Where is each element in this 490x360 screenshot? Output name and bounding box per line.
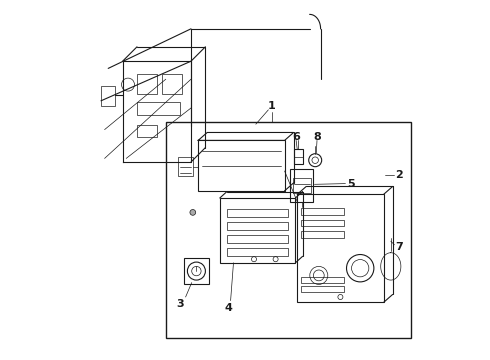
Text: 1: 1 bbox=[268, 101, 276, 111]
Bar bbox=[166, 122, 411, 338]
Bar bbox=[297, 194, 384, 302]
Text: 8: 8 bbox=[313, 132, 321, 142]
Bar bbox=[137, 102, 180, 115]
Bar bbox=[198, 140, 285, 191]
Bar bbox=[227, 222, 288, 230]
Bar bbox=[178, 157, 193, 176]
Bar bbox=[301, 277, 344, 283]
Text: 4: 4 bbox=[224, 303, 232, 313]
Bar bbox=[301, 286, 344, 292]
Bar bbox=[301, 231, 344, 238]
Bar bbox=[227, 235, 288, 243]
Text: 6: 6 bbox=[292, 132, 300, 142]
Bar bbox=[220, 198, 295, 263]
Text: 3: 3 bbox=[176, 299, 184, 309]
Bar bbox=[293, 178, 311, 193]
Bar bbox=[137, 74, 157, 94]
Bar bbox=[227, 209, 288, 217]
Text: 5: 5 bbox=[347, 179, 355, 189]
Bar bbox=[301, 208, 344, 215]
Text: 2: 2 bbox=[395, 170, 403, 180]
Bar bbox=[290, 169, 314, 202]
Bar bbox=[101, 86, 116, 106]
Bar bbox=[137, 125, 157, 137]
Bar bbox=[184, 258, 209, 284]
Bar bbox=[294, 149, 303, 164]
Text: 7: 7 bbox=[395, 242, 403, 252]
Bar bbox=[162, 74, 182, 94]
Bar bbox=[301, 220, 344, 226]
Circle shape bbox=[190, 210, 196, 215]
Bar bbox=[227, 248, 288, 256]
